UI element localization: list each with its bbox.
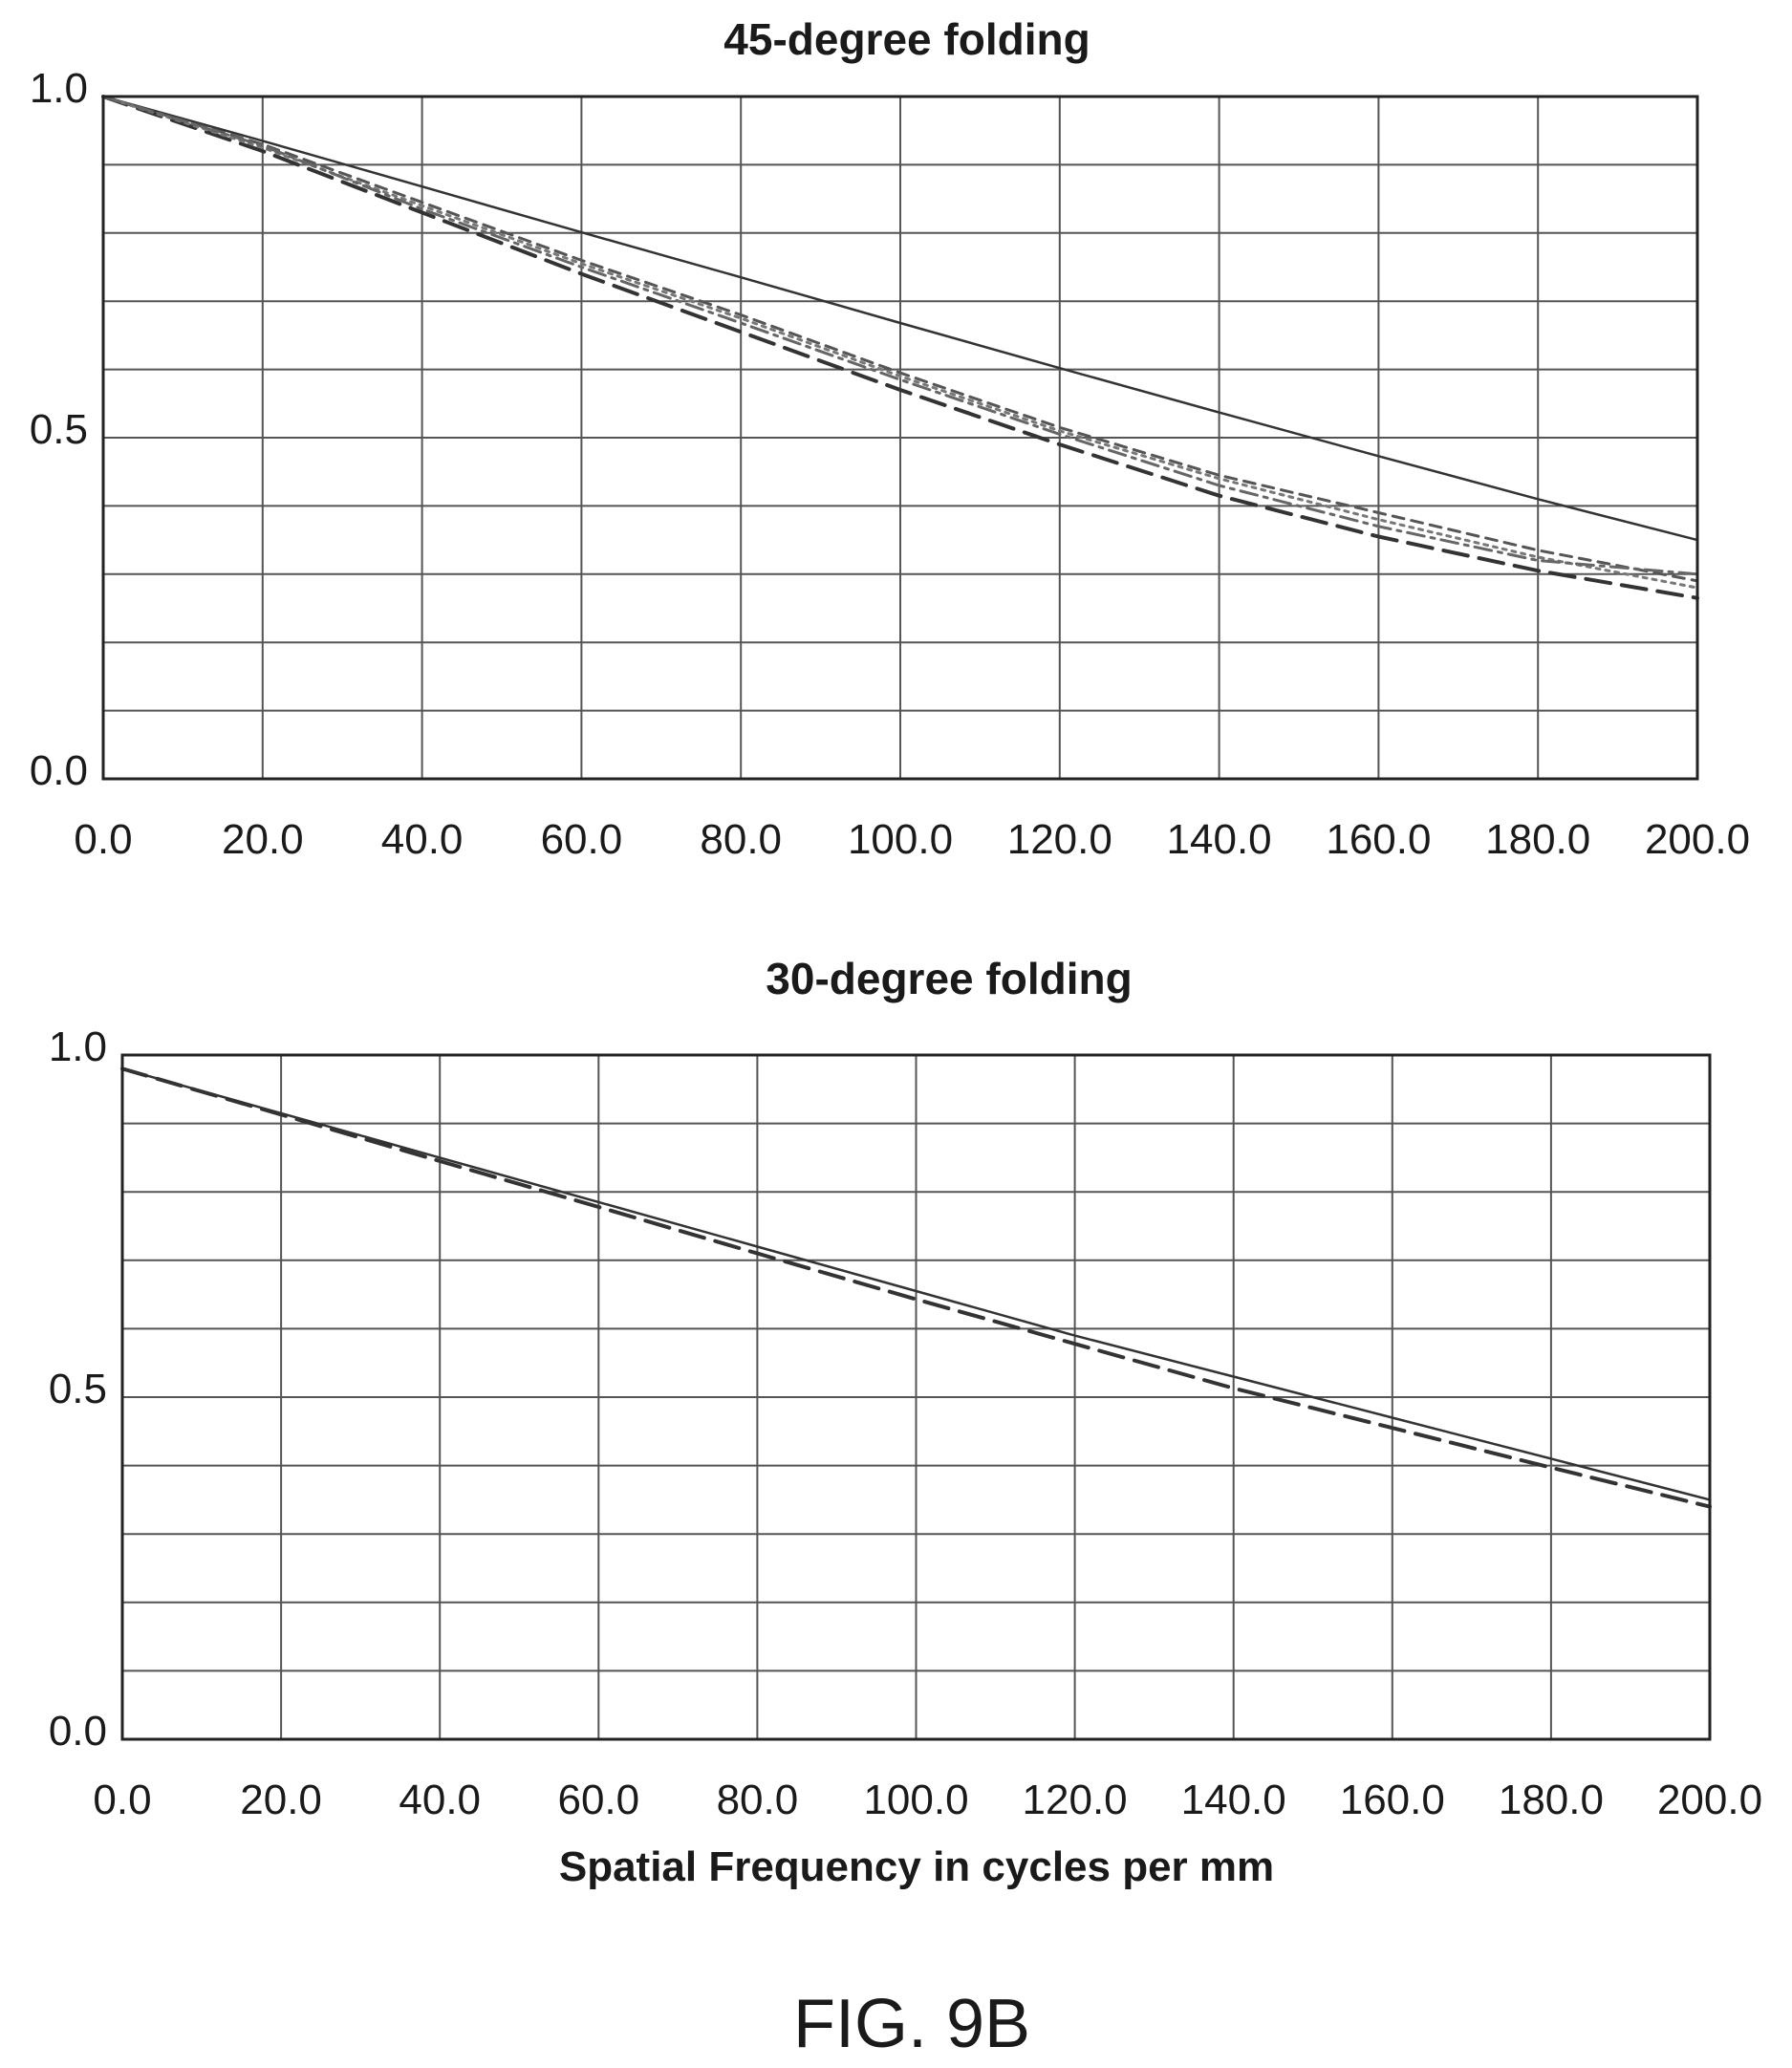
x-tick-label: 120.0 bbox=[1023, 1777, 1128, 1823]
x-tick-labels: 0.0 20.0 40.0 60.0 80.0 100.0 120.0 140.0 160.0 1… bbox=[74, 816, 1750, 863]
y-tick-label: 1.0 bbox=[49, 1023, 107, 1070]
x-tick-label: 100.0 bbox=[848, 816, 953, 863]
series-group bbox=[120, 1066, 1712, 1509]
x-tick-label: 180.0 bbox=[1499, 1777, 1604, 1823]
series-group bbox=[101, 95, 1699, 600]
x-tick-label: 120.0 bbox=[1007, 816, 1112, 863]
y-tick-label: 0.0 bbox=[30, 747, 88, 794]
chart-title: 45-degree folding bbox=[723, 14, 1090, 64]
x-tick-label: 40.0 bbox=[399, 1777, 481, 1823]
x-tick-label: 140.0 bbox=[1181, 1777, 1286, 1823]
y-tick-label: 0.5 bbox=[49, 1366, 107, 1412]
x-axis-label: Spatial Frequency in cycles per mm bbox=[559, 1843, 1274, 1890]
x-tick-label: 80.0 bbox=[700, 816, 782, 863]
x-tick-label: 100.0 bbox=[863, 1777, 968, 1823]
x-tick-label: 20.0 bbox=[240, 1777, 322, 1823]
y-tick-labels: 0.0 0.5 1.0 bbox=[30, 65, 88, 794]
x-tick-label: 20.0 bbox=[222, 816, 304, 863]
x-tick-label: 160.0 bbox=[1326, 816, 1431, 863]
x-tick-label: 200.0 bbox=[1645, 816, 1750, 863]
series-line-solid bbox=[120, 1067, 1712, 1501]
chart-45-degree-folding: 45-degree folding 0.0 20.0 40.0 60.0 80.0 100… bbox=[30, 14, 1750, 863]
series-line-dash-dot bbox=[101, 95, 1699, 576]
x-tick-label: 200.0 bbox=[1657, 1777, 1762, 1823]
plot-frame bbox=[120, 1053, 1712, 1741]
grid bbox=[103, 97, 1697, 779]
x-tick-label: 60.0 bbox=[557, 1777, 639, 1823]
series-line-dashed-short bbox=[101, 95, 1699, 583]
y-tick-label: 1.0 bbox=[30, 65, 88, 112]
x-tick-label: 160.0 bbox=[1340, 1777, 1445, 1823]
chart-30-degree-folding: 30-degree folding 0.0 20.0 40.0 60.0 80.0 100… bbox=[49, 954, 1762, 1890]
x-tick-label: 140.0 bbox=[1167, 816, 1272, 863]
series-line-dotted bbox=[101, 95, 1699, 590]
x-tick-label: 0.0 bbox=[93, 1777, 151, 1823]
plot-frame bbox=[101, 95, 1699, 781]
series-line-solid bbox=[101, 95, 1699, 542]
series-line-dashed-long bbox=[120, 1066, 1712, 1509]
x-tick-label: 60.0 bbox=[541, 816, 623, 863]
y-tick-labels: 0.0 0.5 1.0 bbox=[49, 1023, 107, 1755]
x-tick-labels: 0.0 20.0 40.0 60.0 80.0 100.0 120.0 140.0 160.0 1… bbox=[93, 1777, 1762, 1823]
x-tick-label: 80.0 bbox=[717, 1777, 799, 1823]
y-tick-label: 0.5 bbox=[30, 406, 88, 453]
series-line-dashed-long bbox=[101, 95, 1699, 600]
x-tick-label: 40.0 bbox=[381, 816, 464, 863]
grid bbox=[122, 1055, 1710, 1739]
x-tick-label: 0.0 bbox=[74, 816, 132, 863]
y-tick-label: 0.0 bbox=[49, 1708, 107, 1755]
chart-title: 30-degree folding bbox=[766, 954, 1132, 1003]
x-tick-label: 180.0 bbox=[1485, 816, 1590, 863]
figure-label: FIG. 9B bbox=[793, 1986, 1030, 2062]
